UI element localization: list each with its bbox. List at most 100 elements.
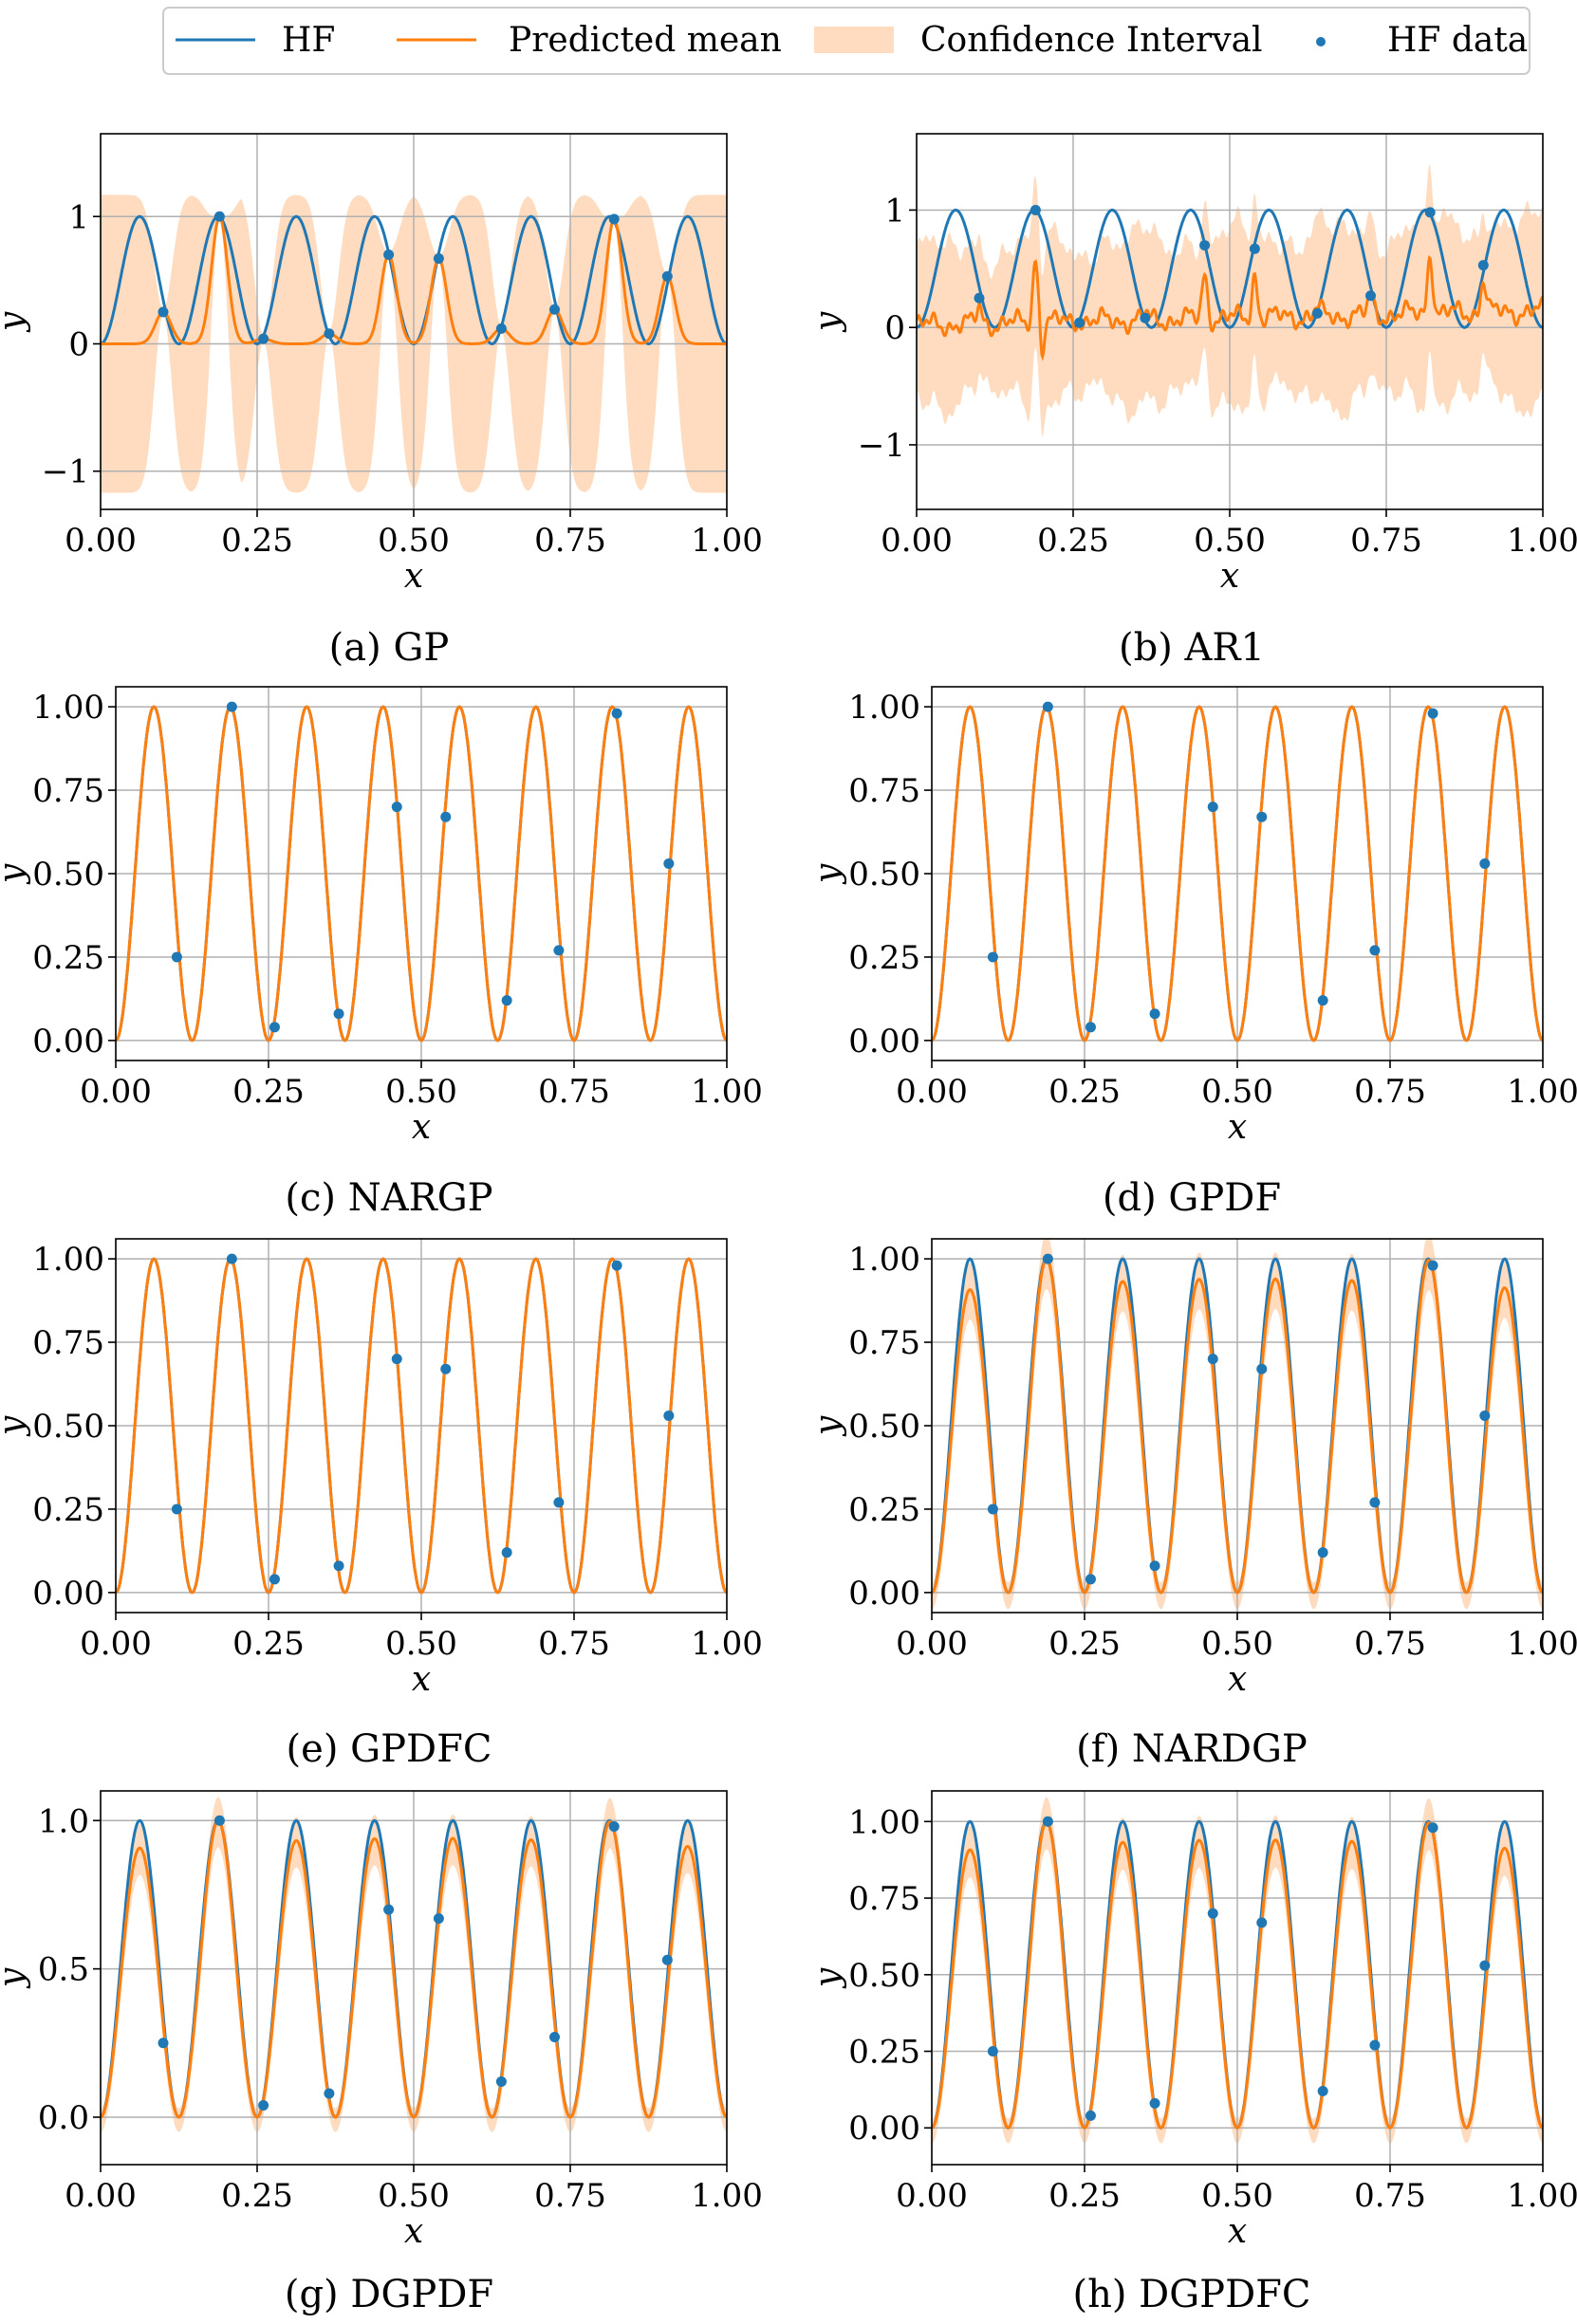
x-tick-label: 0.50 bbox=[1194, 522, 1266, 560]
hf-data-point bbox=[1369, 2039, 1381, 2051]
subplot: 0.00 0.25 0.50 0.75 1.00 −1 0 1 x y (a) GP bbox=[0, 133, 763, 670]
hf-data-point bbox=[1042, 1816, 1053, 1827]
x-tick-label: 0.75 bbox=[538, 1073, 610, 1111]
x-tick-label: 0.00 bbox=[881, 522, 953, 560]
y-tick-label: 0.50 bbox=[32, 1408, 104, 1446]
y-tick-label: 0.50 bbox=[848, 1408, 920, 1446]
y-tick-label: 1.00 bbox=[848, 689, 920, 727]
y-axis-label: y bbox=[0, 863, 31, 885]
x-tick-label: 1.00 bbox=[1507, 522, 1577, 560]
predicted-mean-line bbox=[101, 214, 727, 345]
hf-data-point bbox=[495, 323, 507, 334]
legend-label: Confidence Interval bbox=[920, 21, 1263, 60]
x-tick-label: 0.25 bbox=[1048, 2177, 1121, 2215]
hf-data-point bbox=[333, 1008, 344, 1020]
x-axis-label: x bbox=[1220, 557, 1239, 596]
hf-data-point bbox=[440, 1363, 452, 1374]
x-tick-label: 0.75 bbox=[1354, 1625, 1426, 1663]
hf-data-point bbox=[1317, 995, 1328, 1006]
hf-data-point bbox=[608, 213, 620, 225]
y-tick-label: 0.00 bbox=[32, 1575, 104, 1613]
legend-marker-swatch bbox=[1316, 37, 1326, 46]
hf-data-point bbox=[611, 708, 622, 719]
x-tick-label: 0.50 bbox=[378, 522, 450, 560]
hf-data-point bbox=[1369, 945, 1381, 956]
y-axis-label: y bbox=[0, 1415, 31, 1437]
plot-area bbox=[101, 134, 727, 509]
plot-area bbox=[116, 687, 727, 1061]
plot-area bbox=[101, 1791, 727, 2165]
x-tick-label: 0.50 bbox=[1201, 2177, 1273, 2215]
hf-data-point bbox=[258, 333, 269, 344]
hf-data-point bbox=[1085, 2110, 1096, 2121]
y-tick-label: 0.5 bbox=[38, 1951, 89, 1989]
y-tick-label: 0.75 bbox=[848, 1324, 920, 1362]
x-axis-label: x bbox=[1228, 1108, 1247, 1147]
y-tick-label: 0.00 bbox=[848, 2110, 920, 2148]
legend-item: HF data bbox=[1316, 21, 1528, 60]
x-tick-label: 0.75 bbox=[1354, 2177, 1426, 2215]
y-tick-label: 1 bbox=[68, 198, 89, 236]
y-tick-label: 1.00 bbox=[32, 1241, 104, 1279]
hf-data-point bbox=[1085, 1574, 1096, 1585]
x-tick-label: 0.25 bbox=[232, 1625, 305, 1663]
hf-data-point bbox=[1427, 1260, 1438, 1271]
hf-data-point bbox=[1042, 1253, 1053, 1264]
x-tick-label: 0.00 bbox=[65, 2177, 137, 2215]
y-tick-label: 1.00 bbox=[848, 1241, 920, 1279]
hf-data-point bbox=[1207, 1354, 1218, 1365]
x-axis-label: x bbox=[404, 2212, 423, 2251]
legend-label: Predicted mean bbox=[509, 21, 782, 60]
y-tick-label: 0.50 bbox=[848, 856, 920, 894]
plot-area bbox=[932, 687, 1543, 1061]
hf-data-point bbox=[1477, 260, 1489, 271]
y-tick-label: 0.00 bbox=[848, 1023, 920, 1061]
hf-data-point bbox=[1369, 1497, 1381, 1508]
hf-data-point bbox=[549, 304, 560, 315]
predicted-mean-line bbox=[932, 705, 1543, 1042]
subplot-caption: (h) DGPDFC bbox=[1072, 2273, 1310, 2316]
hf-data-point bbox=[1479, 858, 1491, 869]
hf-data-point bbox=[1479, 1960, 1491, 1971]
y-tick-label: 1.00 bbox=[848, 1803, 920, 1841]
x-tick-label: 0.00 bbox=[896, 1625, 968, 1663]
hf-data-point bbox=[171, 1503, 182, 1515]
hf-data-point bbox=[549, 2032, 560, 2043]
predicted-mean-line bbox=[101, 1818, 727, 2119]
hf-data-point bbox=[501, 1547, 512, 1559]
hf-data-point bbox=[158, 306, 169, 318]
hf-data-point bbox=[1199, 240, 1211, 251]
hf-data-point bbox=[433, 1912, 444, 1924]
subplot-caption: (f) NARDGP bbox=[1076, 1727, 1308, 1771]
hf-data-point bbox=[495, 2075, 507, 2087]
hf-data-point bbox=[661, 1954, 673, 1965]
y-axis-label: y bbox=[808, 311, 847, 333]
legend: HF Predicted mean Confidence Interval HF da… bbox=[162, 7, 1531, 75]
y-tick-label: 0.25 bbox=[32, 939, 104, 977]
x-tick-label: 0.50 bbox=[378, 2177, 450, 2215]
x-axis-label: x bbox=[1228, 1660, 1247, 1699]
x-tick-label: 0.75 bbox=[538, 1625, 610, 1663]
x-tick-label: 0.00 bbox=[896, 1073, 968, 1111]
hf-data-point bbox=[1149, 1560, 1160, 1572]
hf-data-point bbox=[391, 1354, 402, 1365]
legend-item: HF bbox=[176, 21, 335, 60]
x-tick-label: 0.75 bbox=[1354, 1073, 1426, 1111]
hf-data-point bbox=[269, 1574, 280, 1585]
legend-label: HF bbox=[282, 21, 335, 60]
subplot-caption: (b) AR1 bbox=[1119, 626, 1265, 670]
x-tick-label: 0.50 bbox=[1201, 1625, 1273, 1663]
subplot: 0.00 0.25 0.50 0.75 1.00 0.0 0.5 1.0 x y (g) DGPDF bbox=[0, 1790, 763, 2316]
hf-data-point bbox=[987, 951, 998, 963]
hf-data-point bbox=[1074, 317, 1085, 328]
hf-data-point bbox=[1365, 290, 1376, 302]
predicted-mean-line bbox=[932, 1257, 1543, 1595]
x-tick-label: 0.50 bbox=[385, 1073, 457, 1111]
subplot: 0.00 0.25 0.50 0.75 1.00 0.00 0.25 0.50 0.75 1.00… bbox=[808, 686, 1577, 1220]
hf-data-point bbox=[158, 2038, 169, 2049]
subplot-caption: (c) NARGP bbox=[285, 1176, 492, 1220]
x-tick-label: 0.25 bbox=[1048, 1625, 1121, 1663]
y-tick-label: 1 bbox=[884, 192, 905, 230]
hf-data-point bbox=[501, 995, 512, 1006]
